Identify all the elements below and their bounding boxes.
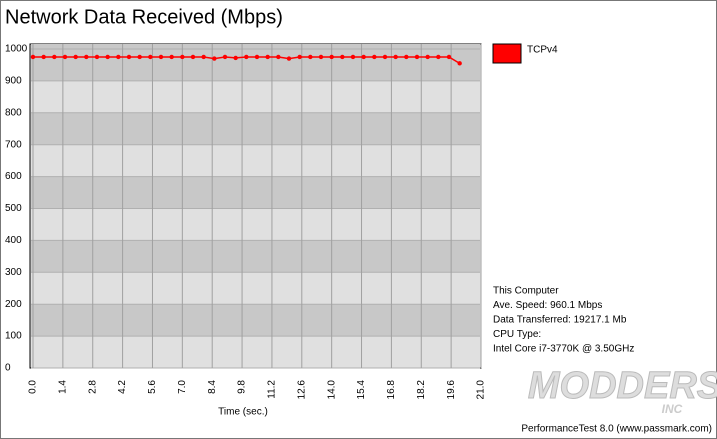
y-tick-label: 700 (5, 139, 22, 150)
point (265, 54, 270, 60)
y-tick-label: 900 (5, 76, 22, 87)
point (158, 54, 164, 60)
x-tick-label: 18.2 (416, 380, 427, 400)
point (276, 54, 281, 60)
point (62, 54, 68, 60)
x-tick-label: 5.6 (147, 380, 158, 394)
y-tick-label: 300 (5, 267, 22, 278)
point (318, 54, 324, 60)
x-tick-label: 4.2 (117, 380, 128, 394)
point (116, 54, 121, 60)
point (105, 54, 110, 60)
point (190, 54, 196, 60)
point (94, 54, 100, 60)
point (414, 54, 420, 60)
point (436, 54, 441, 60)
info-text: Intel Core i7-3770K @ 3.50GHz (493, 344, 634, 355)
info-text: Data Transferred: 19217.1 Mb (493, 315, 627, 326)
grid-band (31, 240, 480, 273)
point (308, 54, 313, 60)
y-tick-label: 200 (5, 299, 22, 310)
point (222, 54, 228, 60)
grid-band (31, 44, 480, 81)
x-tick-label: 12.6 (296, 380, 307, 400)
y-tick-label: 400 (5, 235, 22, 246)
chart-title: Network Data Received (Mbps) (5, 6, 283, 28)
x-tick-label: 19.6 (446, 380, 457, 400)
watermark: INC (662, 402, 683, 416)
x-tick-label: 7.0 (177, 380, 188, 394)
y-tick-label: 0 (5, 363, 11, 374)
point (350, 54, 356, 60)
point (382, 54, 388, 60)
point (329, 54, 334, 60)
y-tick-label: 1000 (5, 44, 28, 55)
x-tick-label: 11.2 (267, 380, 278, 399)
info-text: Ave. Speed: 960.1 Mbps (493, 300, 602, 311)
x-tick-label: 21.0 (476, 380, 487, 400)
legend-swatch (492, 43, 522, 64)
legend-label: TCPv4 (527, 45, 558, 56)
point (233, 55, 238, 61)
grid-band (31, 176, 480, 209)
point (212, 56, 217, 61)
watermark: MODDERS (528, 365, 717, 407)
point (30, 54, 36, 60)
y-tick-label: 500 (5, 203, 22, 214)
point (254, 54, 260, 60)
point (297, 54, 302, 60)
point (446, 54, 452, 60)
point (393, 54, 398, 60)
point (84, 54, 89, 60)
y-tick-label: 600 (5, 171, 22, 182)
x-tick-label: 2.8 (87, 380, 98, 394)
point (73, 54, 78, 60)
point (404, 54, 409, 60)
plot-area (29, 43, 482, 369)
point (169, 54, 174, 60)
x-tick-label: 14.0 (326, 380, 337, 400)
point (52, 54, 57, 60)
point (126, 54, 132, 60)
grid-band (31, 112, 480, 145)
x-tick-label: 16.8 (386, 380, 397, 400)
point (425, 54, 430, 60)
point (41, 54, 46, 60)
x-tick-label: 15.4 (356, 380, 367, 400)
point (148, 54, 153, 60)
y-tick-label: 800 (5, 107, 22, 118)
x-tick-label: 9.8 (237, 380, 248, 394)
x-axis-label: Time (sec.) (218, 407, 268, 418)
info-text: This Computer (493, 286, 559, 297)
point (457, 61, 462, 66)
point (180, 54, 185, 60)
x-tick-label: 8.4 (207, 380, 218, 394)
y-tick-label: 100 (5, 331, 22, 342)
point (137, 54, 142, 60)
point (340, 54, 345, 60)
point (286, 56, 292, 61)
point (372, 54, 377, 60)
footer: PerformanceTest 8.0 (www.passmark.com) (521, 424, 712, 435)
point (201, 54, 206, 60)
point (244, 54, 249, 60)
x-tick-label: 0.0 (28, 380, 39, 394)
point (361, 54, 366, 60)
grid-band (31, 304, 480, 337)
x-tick-label: 1.4 (58, 380, 69, 394)
info-text: CPU Type: (493, 329, 541, 340)
